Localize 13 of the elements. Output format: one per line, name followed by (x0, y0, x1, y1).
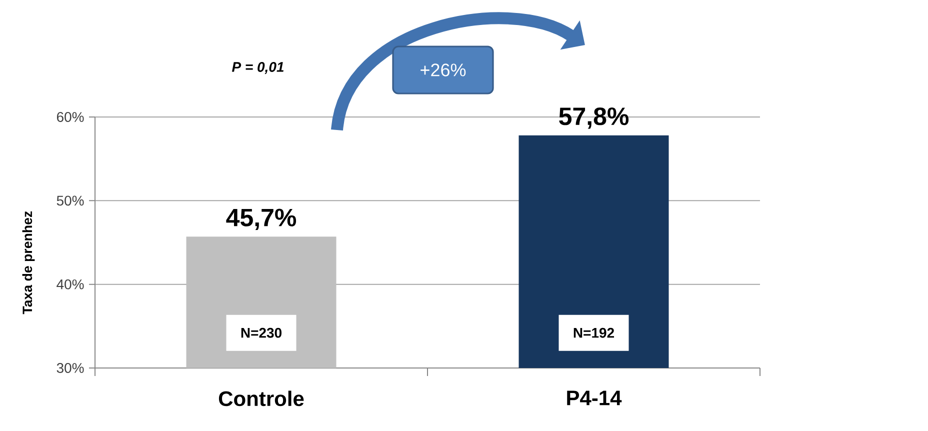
x-tick-label: P4-14 (567, 390, 622, 406)
y-tick-label: 50% (56, 196, 84, 206)
y-axis-title: Taxa de prenhez (22, 211, 35, 314)
data-label: 57,8% (559, 107, 629, 129)
annotation: N=230 (241, 328, 282, 338)
x-tick-label: Controle (218, 390, 304, 406)
y-tick-label: 40% (56, 279, 84, 290)
annotation: N=192 (574, 328, 614, 338)
text: +26% (420, 64, 466, 76)
y-tick-label: 30% (56, 363, 84, 373)
data-label: 45,7% (226, 208, 296, 230)
y-tick-label: 60% (56, 112, 84, 122)
text: P = 0,01 (232, 62, 284, 74)
